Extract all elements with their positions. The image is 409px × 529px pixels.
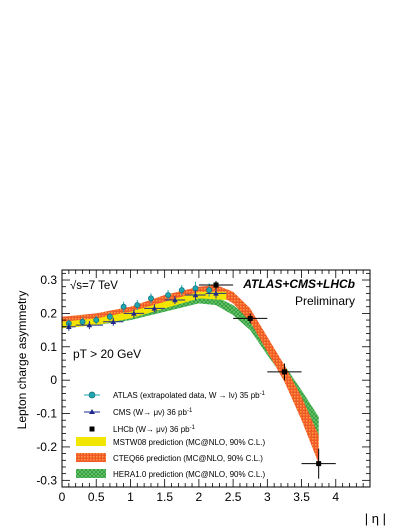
experiment-label: ATLAS+CMS+LHCb xyxy=(242,277,355,291)
sqrt-s-label: √s=7 TeV xyxy=(70,279,118,292)
y-tick-label: 0.2 xyxy=(40,306,57,320)
legend-swatch-mstw xyxy=(76,437,106,446)
cms-point xyxy=(131,310,137,316)
lhcb-point xyxy=(247,315,253,321)
legend-label-mstw: MSTW08 prediction (MC@NLO, 90% C.L.) xyxy=(113,438,265,447)
legend-label-cteq: CTEQ66 prediction (MC@NLO, 90% C.L.) xyxy=(113,454,263,463)
y-tick-label: -0.2 xyxy=(36,440,57,454)
atlas-point xyxy=(165,292,172,298)
band-hera xyxy=(62,296,319,441)
legend-label-cms: CMS (W→ μν) 36 pb-1 xyxy=(113,408,193,417)
cms-point xyxy=(151,305,158,311)
x-tick-label: 1.5 xyxy=(156,490,173,504)
atlas-point xyxy=(134,302,141,309)
legend-marker-lhcb xyxy=(89,426,95,432)
x-axis-label: | η | xyxy=(365,511,386,526)
x-tick-label: 0 xyxy=(59,490,66,504)
cms-point xyxy=(110,318,117,324)
atlas-point xyxy=(206,287,213,293)
y-tick-label: -0.1 xyxy=(36,407,57,421)
cms-point xyxy=(66,323,72,329)
y-tick-label: 0.3 xyxy=(40,273,57,287)
cms-point xyxy=(213,290,219,296)
legend-label-lhcb: LHCb (W→ μν) 36 pb-1 xyxy=(113,425,196,434)
x-tick-label: 1 xyxy=(127,490,134,504)
legend: ATLAS (extrapolated data, W → lν) 35 pb-… xyxy=(76,391,266,479)
plot-frame xyxy=(61,269,371,488)
y-axis-label: Lepton charge asymmetry xyxy=(15,291,29,430)
lhcb-point xyxy=(316,461,322,467)
y-tick-label: 0 xyxy=(50,373,57,387)
atlas-point xyxy=(106,313,113,320)
cms-point xyxy=(192,292,199,298)
lhcb-point xyxy=(213,282,219,288)
cms-point xyxy=(172,297,178,303)
y-tick-label: -0.3 xyxy=(36,473,57,487)
legend-label-atlas: ATLAS (extrapolated data, W → lν) 35 pb-… xyxy=(113,391,266,400)
lhcb-point xyxy=(281,369,287,375)
cms-point xyxy=(86,322,93,328)
x-tick-label: 2 xyxy=(196,490,203,504)
atlas-point xyxy=(120,303,127,310)
atlas-point xyxy=(93,317,100,324)
x-tick-label: 2.5 xyxy=(225,490,242,504)
x-tick-label: 3.5 xyxy=(293,490,310,504)
atlas-point xyxy=(148,295,154,302)
legend-label-hera: HERA1.0 prediction (MC@NLO, 90% C.L.) xyxy=(113,470,266,479)
y-tick-label: 0.1 xyxy=(40,340,57,354)
band-cteq xyxy=(62,285,319,464)
x-tick-label: 0.5 xyxy=(88,490,105,504)
legend-swatch-hera xyxy=(76,469,106,478)
band-mstw xyxy=(62,291,227,329)
x-tick-label: 4 xyxy=(332,490,339,504)
x-tick-label: 3 xyxy=(264,490,271,504)
preliminary-label: Preliminary xyxy=(295,294,355,308)
atlas-point xyxy=(178,287,185,293)
legend-swatch-cteq xyxy=(76,453,106,462)
atlas-point xyxy=(79,318,86,325)
pt-cut-label: pT > 20 GeV xyxy=(73,347,141,361)
